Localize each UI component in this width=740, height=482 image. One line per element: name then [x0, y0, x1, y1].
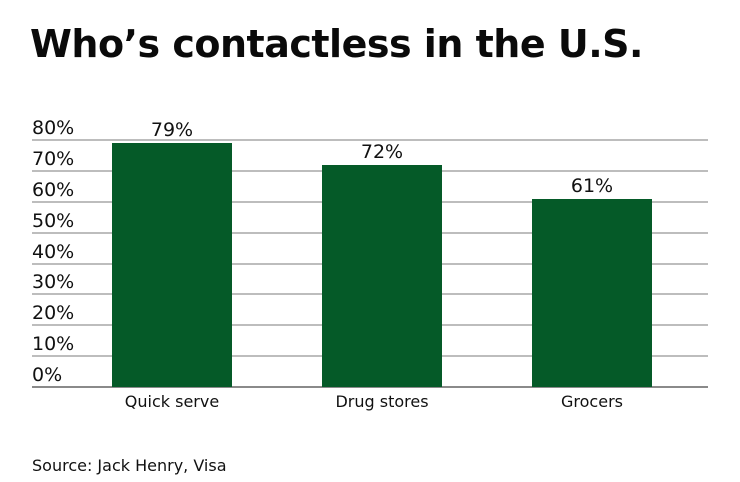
bar-value-label: 61%: [570, 174, 614, 197]
y-axis-tick-label: 80%: [32, 117, 75, 139]
y-axis-tick-label: 0%: [32, 364, 63, 386]
y-axis-tick-label: 20%: [32, 302, 75, 325]
x-axis-category-label: Grocers: [561, 392, 623, 411]
bar-quick-serve: [112, 143, 232, 387]
x-axis-category-label: Quick serve: [124, 392, 220, 411]
y-axis-tick-label: 60%: [32, 178, 75, 201]
gridline: [32, 386, 708, 388]
bar-grocers: [532, 198, 652, 387]
y-axis-tick-label: 70%: [32, 147, 75, 170]
x-axis-category-label: Drug stores: [335, 392, 429, 411]
y-axis-tick-label: 10%: [32, 333, 75, 356]
bar-value-label: 72%: [360, 140, 404, 163]
bar-value-label: 79%: [150, 119, 194, 142]
source-note: Source: Jack Henry, Visa: [32, 456, 227, 475]
chart-title: Who’s contactless in the U.S.: [30, 22, 643, 66]
y-axis-tick-label: 40%: [32, 240, 75, 263]
gridline: [32, 139, 708, 141]
bar-drug-stores: [322, 164, 442, 387]
y-axis-tick-label: 30%: [32, 271, 75, 294]
y-axis-tick-label: 50%: [32, 209, 75, 232]
